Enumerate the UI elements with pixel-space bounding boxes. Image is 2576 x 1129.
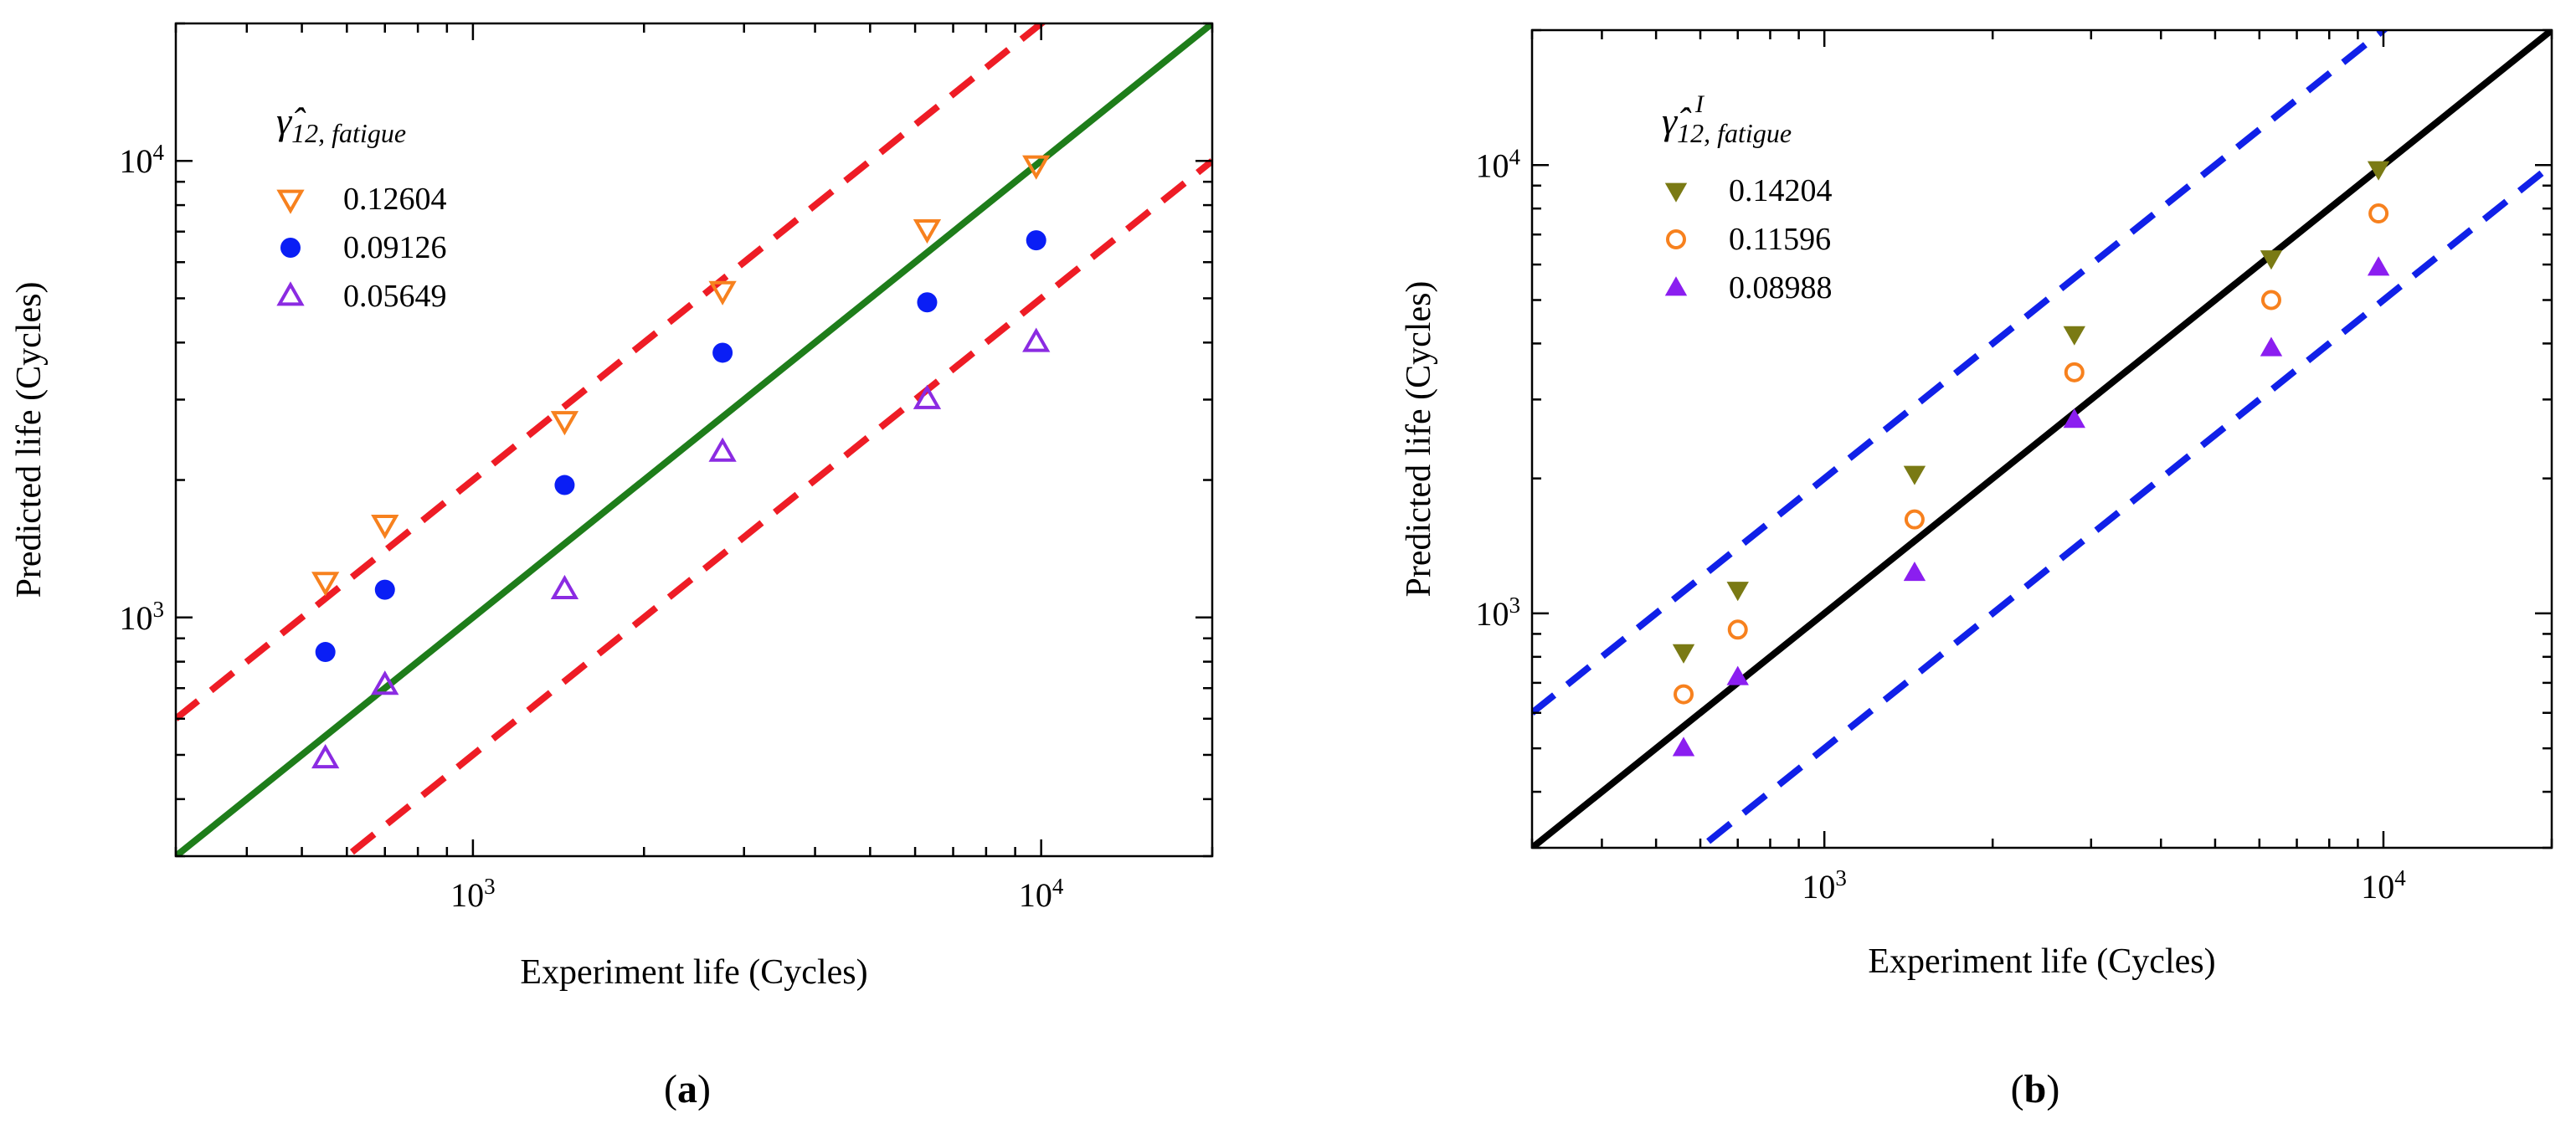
data-point [2367,161,2390,181]
data-point [2260,290,2281,310]
one-to-one-line [1532,30,2552,848]
x-tick-label: 103 [1802,865,1847,906]
factor-two-dashed-line [341,158,1212,856]
data-point [1726,582,1749,602]
series-0.05649 [311,327,1051,769]
data-point [371,670,399,695]
data-point [550,574,579,599]
legend-marker [1666,229,1686,249]
factor-two-dashed-line [1694,162,2552,848]
legend-marker [276,281,305,306]
data-point [2368,203,2389,224]
legend-marker [1664,276,1688,296]
legend-marker [1664,182,1688,203]
data-point [913,219,942,244]
legend-title: γ̂12, fatigue [276,100,406,148]
y-tick-label: 104 [120,140,165,180]
data-point [1022,327,1051,352]
data-point [2063,408,2085,429]
plot-frame [1530,28,2553,849]
series-0.09126 [315,230,1046,663]
legend-entry-label: 0.08988 [1729,270,1833,305]
y-tick-label: 103 [1476,593,1521,633]
data-point [917,292,938,313]
y-tick-label: 103 [120,597,165,637]
data-point [1672,736,1695,757]
data-point [1674,684,1694,705]
data-point [311,743,340,769]
data-point [2064,362,2085,382]
legend-entry-label: 0.14204 [1729,173,1833,208]
legend-entry-label: 0.12604 [343,182,447,217]
data-point [708,280,737,305]
data-point [315,642,336,663]
x-axis-label: Experiment life (Cycles) [520,953,867,992]
data-point [1727,619,1748,640]
x-tick-label: 104 [2361,865,2406,906]
panel-label: (a) [664,1067,711,1111]
data-point [554,475,575,495]
legend-marker [276,189,305,214]
data-point [1022,155,1051,180]
x-tick-label: 103 [450,874,496,914]
series-0.08988 [1672,256,2390,757]
data-point [712,342,733,363]
data-point [708,437,737,462]
data-point [913,384,942,409]
data-point [1903,562,1926,582]
data-point [2260,250,2283,270]
x-axis-label: Experiment life (Cycles) [1868,942,2215,981]
data-point [371,515,399,540]
series-0.12604 [311,155,1051,597]
x-tick-label: 104 [1019,874,1064,914]
panel-a: 103 104 103 104 Experiment life (Cycles) Pred… [10,22,1214,1111]
data-point [1904,509,1925,530]
y-axis-label: Predicted life (Cycles) [10,282,49,598]
series-0.11596 [1674,203,2389,705]
data-point [1026,230,1046,251]
data-point [1726,665,1749,685]
data-point [2367,256,2390,276]
factor-two-dashed-line [1532,30,2389,716]
legend: γ̂12, fatigueI 0.14204 0.11596 0.08988 [1662,90,1833,305]
y-axis-label: Predicted life (Cycles) [1400,281,1438,598]
plot-frame [174,22,1214,858]
one-to-one-line [176,23,1212,856]
data-point [1903,465,1926,485]
data-point [550,411,579,436]
data-point [374,579,395,600]
axis-ticks [174,22,1214,858]
legend-entry-label: 0.05649 [343,279,447,314]
data-point [311,572,340,597]
panel-b: 103 104 103 104 Experiment life (Cycles) Pred… [1400,28,2553,1111]
data-point [2063,326,2085,346]
legend-title: γ̂12, fatigueI [1662,90,1792,148]
y-tick-label: 104 [1476,144,1521,184]
reference-lines [176,23,1212,856]
data-point [2260,336,2283,357]
series-0.14204 [1672,161,2390,664]
axis-ticks [1530,28,2553,849]
factor-two-dashed-line [176,23,1047,721]
legend-entry-label: 0.11596 [1729,222,1831,257]
panel-label: (b) [2011,1067,2060,1111]
legend: γ̂12, fatigue 0.12604 0.09126 0.05649 [276,100,447,314]
data-point [1672,644,1695,664]
legend-marker [280,238,301,258]
legend-entry-label: 0.09126 [343,230,447,265]
